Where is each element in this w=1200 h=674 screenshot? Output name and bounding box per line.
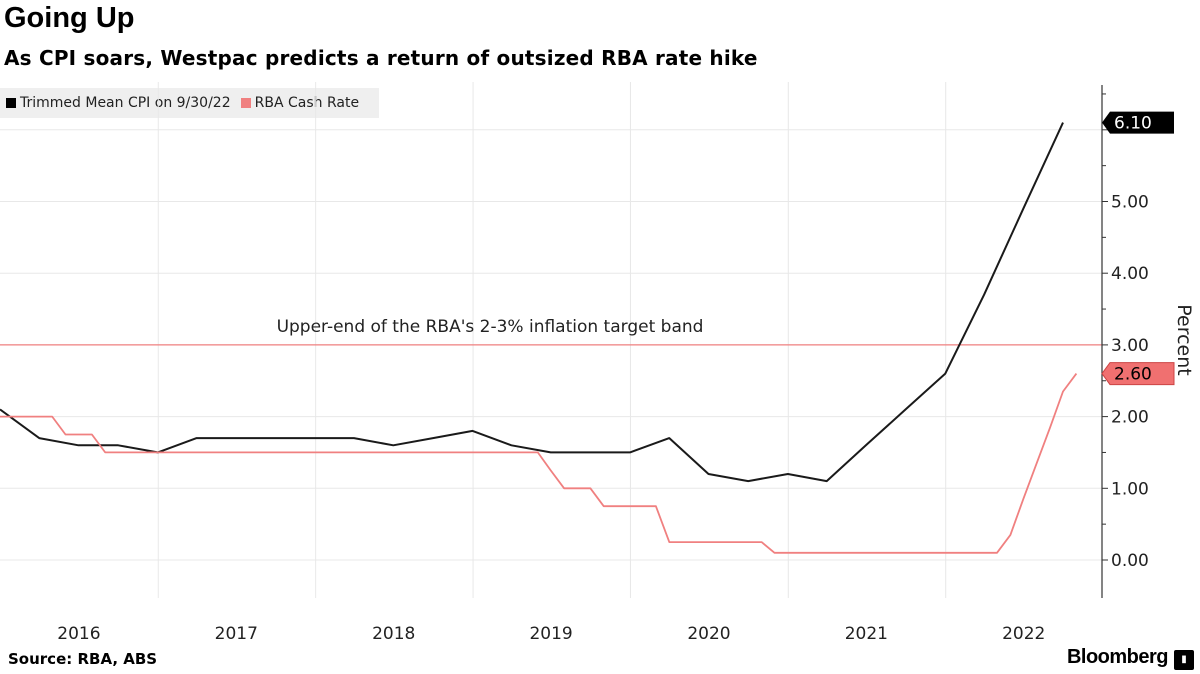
legend-item-cash-rate: RBA Cash Rate [240, 95, 360, 111]
y-tick-label: 3.00 [1111, 336, 1149, 356]
y-tick-label: 5.00 [1111, 193, 1149, 213]
target-band-label: Upper-end of the RBA's 2-3% inflation ta… [277, 317, 704, 337]
x-tick-label: 2019 [529, 624, 572, 644]
legend-label-cash-rate: RBA Cash Rate [254, 95, 360, 111]
gridlines [0, 82, 1102, 598]
y-axis-label: Percent [1173, 304, 1195, 376]
source-note: Source: RBA, ABS [8, 650, 158, 668]
x-tick-label: 2021 [845, 624, 888, 644]
chart-title: Going Up [4, 2, 135, 34]
legend-label-cpi: Trimmed Mean CPI on 9/30/22 [20, 95, 231, 111]
cpi-last-value-tag [1102, 111, 1174, 134]
cash-rate-line [0, 373, 1078, 554]
x-tick-label: 2018 [372, 624, 415, 644]
x-axis: 2016 2017 2018 2019 2020 2021 2022 [57, 624, 1045, 644]
y-tick-label: 2.00 [1111, 408, 1149, 428]
cpi-last-value: 6.10 [1114, 114, 1152, 134]
y-axis: 0.00 1.00 2.00 3.00 4.00 5.00 6.10 2.60 [1101, 85, 1175, 598]
series-lines [0, 122, 1078, 554]
cpi-line [0, 122, 1064, 483]
x-tick-label: 2020 [687, 624, 730, 644]
y-tick-label: 0.00 [1111, 551, 1149, 571]
chart-subtitle: As CPI soars, Westpac predicts a return … [4, 46, 758, 70]
legend-swatch-cash-rate [240, 98, 251, 108]
bloomberg-mark-icon: ▮ [1174, 650, 1194, 670]
y-tick-label: 1.00 [1111, 479, 1149, 499]
x-tick-label: 2022 [1002, 624, 1045, 644]
cash-rate-last-value-tag [1101, 362, 1175, 386]
legend-item-cpi: Trimmed Mean CPI on 9/30/22 [6, 95, 231, 111]
bloomberg-logo: Bloomberg [1066, 646, 1169, 668]
y-tick-label: 4.00 [1111, 264, 1149, 284]
cash-rate-last-value: 2.60 [1114, 365, 1152, 385]
annotations: Upper-end of the RBA's 2-3% inflation ta… [0, 317, 1102, 346]
x-tick-label: 2017 [215, 624, 258, 644]
x-tick-label: 2016 [57, 624, 100, 644]
legend-swatch-cpi [6, 98, 16, 108]
